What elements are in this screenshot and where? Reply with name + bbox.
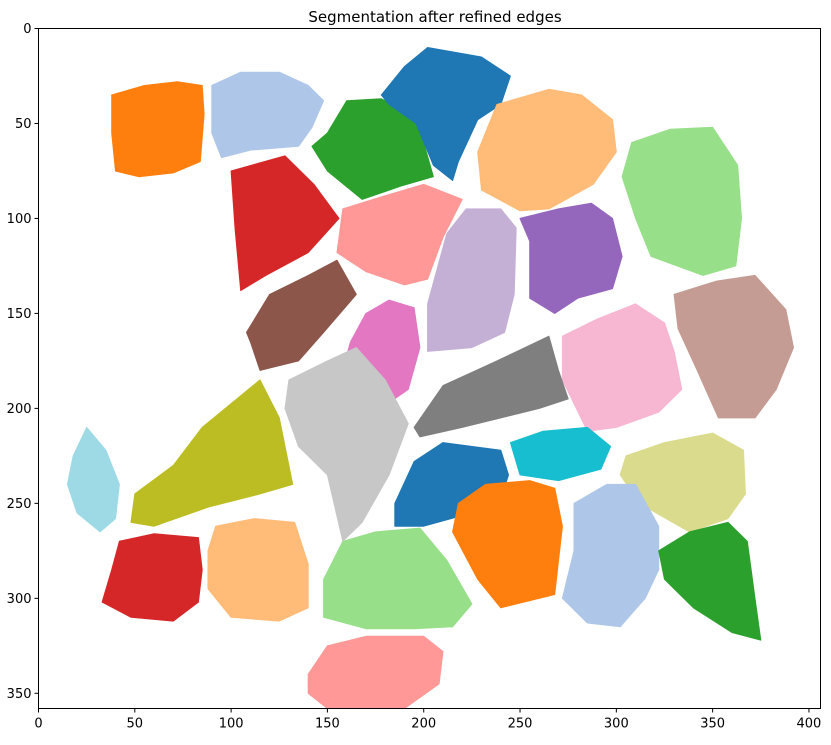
x-tick-label: 50	[127, 717, 144, 732]
segment-14	[561, 303, 683, 432]
plot-frame	[38, 28, 821, 709]
y-axis: 0 50 100 150 200 250 300 350	[7, 22, 39, 702]
segment-5	[477, 88, 617, 212]
x-axis: 0 50 100 150 200 250 300 350 400	[34, 708, 822, 732]
segment-11	[673, 274, 794, 419]
segment-7	[230, 155, 340, 292]
segment-22	[452, 480, 563, 609]
y-tick-label: 50	[15, 117, 32, 132]
plot-area	[38, 28, 821, 709]
x-tick-label: 0	[34, 717, 42, 732]
segment-3	[311, 98, 434, 200]
x-tick-label: 200	[411, 717, 436, 732]
y-tick-label: 350	[7, 687, 32, 702]
segment-9	[427, 208, 517, 352]
segment-4	[380, 47, 511, 181]
segment-16	[130, 379, 294, 527]
chart-title: Segmentation after refined edges	[308, 8, 561, 26]
segment-2	[211, 71, 325, 159]
segment-24	[658, 521, 762, 641]
x-tick-label: 300	[604, 717, 629, 732]
y-tick-label: 300	[7, 592, 32, 607]
segment-23	[561, 483, 660, 628]
segment-25	[101, 533, 203, 622]
segment-15	[413, 335, 569, 438]
segment-1	[111, 81, 205, 178]
segment-6	[621, 126, 742, 276]
y-tick-label: 150	[7, 307, 32, 322]
x-tick-label: 250	[508, 717, 533, 732]
segment-12	[246, 259, 357, 371]
segment-17	[284, 347, 409, 542]
x-tick-label: 150	[315, 717, 340, 732]
y-tick-label: 100	[7, 212, 32, 227]
y-tick-label: 250	[7, 497, 32, 512]
y-tick-label: 200	[7, 402, 32, 417]
segment-8	[336, 183, 463, 286]
y-tick-label: 0	[23, 22, 31, 37]
segment-27	[323, 527, 473, 630]
segments-layer	[66, 47, 794, 709]
x-tick-label: 350	[700, 717, 725, 732]
segment-26	[207, 518, 309, 622]
x-tick-label: 400	[797, 717, 822, 732]
segment-19	[509, 426, 612, 482]
segment-10	[519, 202, 623, 314]
segment-28	[307, 635, 444, 709]
x-tick-label: 100	[219, 717, 244, 732]
segment-21	[66, 426, 120, 533]
